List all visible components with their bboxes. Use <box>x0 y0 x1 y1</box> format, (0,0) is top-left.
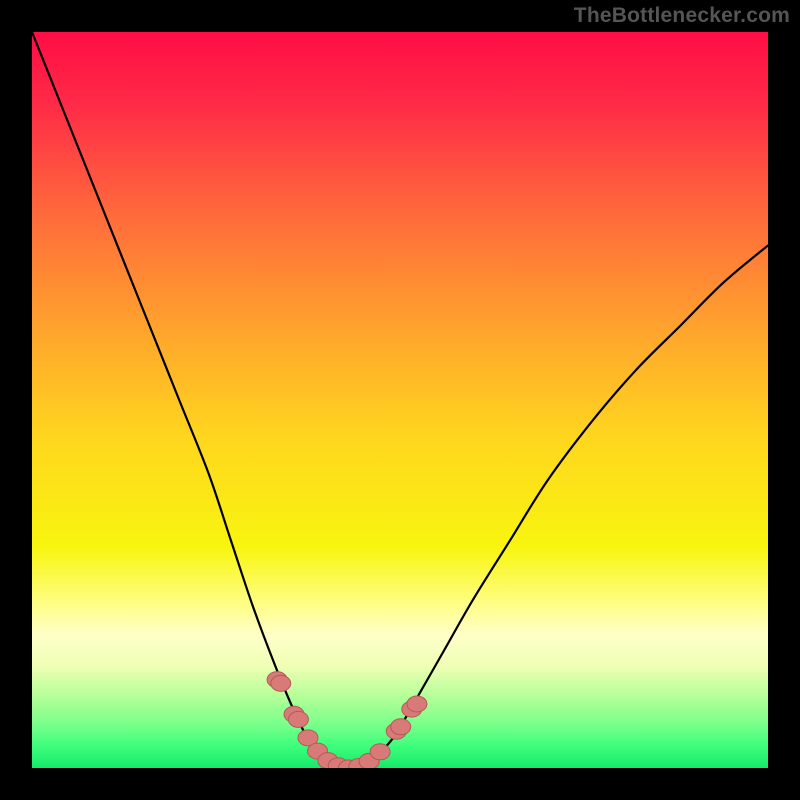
watermark-text: TheBottlenecker.com <box>574 4 790 28</box>
curve-bead <box>370 744 390 760</box>
curve-bead <box>288 711 308 727</box>
bottleneck-chart <box>0 0 800 800</box>
curve-bead <box>407 696 427 712</box>
curve-bead <box>391 719 411 735</box>
curve-bead <box>271 675 291 691</box>
chart-frame: TheBottlenecker.com <box>0 0 800 800</box>
gradient-background <box>32 32 768 768</box>
